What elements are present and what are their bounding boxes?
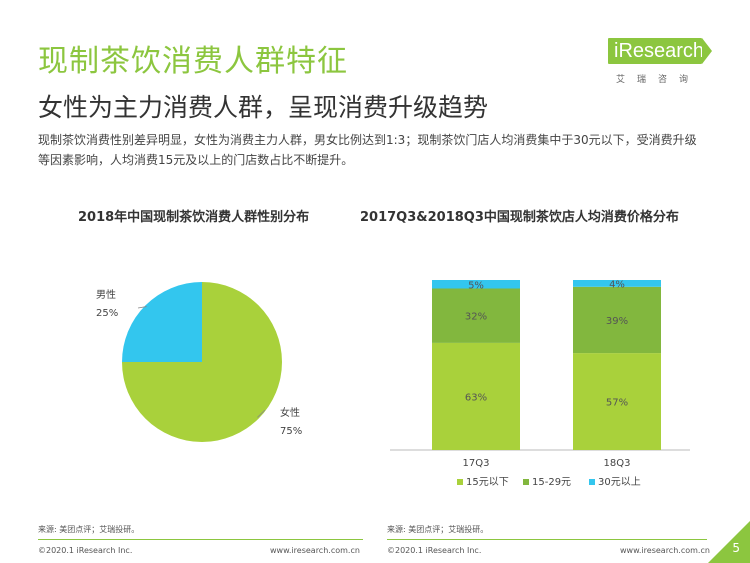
page-number: 5 [732,541,740,555]
gender-pie-chart: 男性 25% 女性 75% [96,282,302,442]
x-tick-label-1: 18Q3 [604,458,631,469]
legend-label-2: 30元以上 [598,476,641,488]
footer-divider-right [387,539,707,540]
pie-label-1: 女性 [280,406,300,419]
source-note-left: 来源: 美团点评；艾瑞投研。 [38,525,140,534]
legend-swatch-2 [589,479,595,485]
website-left[interactable]: www.iresearch.com.cn [270,546,360,555]
page-subtitle: 女性为主力消费人群，呈现消费升级趋势 [38,93,489,122]
bar-label-18Q3-2: 4% [609,279,625,290]
bar-17Q3-0 [432,342,520,450]
bar-label-18Q3-0: 57% [606,398,628,409]
page-title: 现制茶饮消费人群特征 [38,44,348,79]
iresearch-logo: iResearch 艾瑞咨询 [608,38,718,88]
bar-18Q3-0 [573,353,661,450]
bar-17Q3-1 [432,288,520,343]
pie-leader-line-1 [257,409,266,418]
footer-divider-left [38,539,363,540]
pie-slice-0 [122,282,202,362]
price-stacked-bar-chart: 63% 32% 5% 17Q3 57% 39% 4% 18Q3 15元以下 15-29元 30元以上 [390,279,690,488]
pie-leader-line-0 [137,306,147,309]
bar-label-17Q3-1: 32% [465,312,487,323]
legend-swatch-1 [523,479,529,485]
bar-18Q3-2 [573,280,661,287]
pie-chart-title: 2018年中国现制茶饮消费人群性别分布 [78,210,310,225]
summary-text: 现制茶饮消费性别差异明显，女性为消费主力人群，男女比例达到1:3；现制茶饮门店人… [38,133,697,167]
legend-swatch-0 [457,479,463,485]
bar-label-17Q3-2: 5% [468,280,484,291]
bar-chart-title: 2017Q3&2018Q3中国现制茶饮店人均消费价格分布 [360,210,679,225]
source-note-right: 来源: 美团点评；艾瑞投研。 [387,525,489,534]
legend-label-0: 15元以下 [466,477,509,488]
website-right[interactable]: www.iresearch.com.cn [620,546,710,555]
bar-17Q3-2 [432,280,520,289]
x-tick-label-0: 17Q3 [463,458,490,469]
legend-label-1: 15-29元 [532,477,571,488]
pie-slice-1 [122,282,282,442]
bar-label-18Q3-1: 39% [606,316,628,327]
bar-18Q3-1 [573,286,661,354]
logo-subtitle: 艾瑞咨询 [616,75,701,85]
copyright-right: ©2020.1 iResearch Inc. [387,546,482,555]
bar-label-17Q3-0: 63% [465,392,487,403]
pie-label-0: 男性 [96,288,116,301]
copyright-left: ©2020.1 iResearch Inc. [38,546,133,555]
pie-value-1: 75% [280,426,302,437]
logo-wordmark: iResearch [608,38,712,64]
corner-decoration [708,521,750,563]
pie-value-0: 25% [96,308,118,319]
